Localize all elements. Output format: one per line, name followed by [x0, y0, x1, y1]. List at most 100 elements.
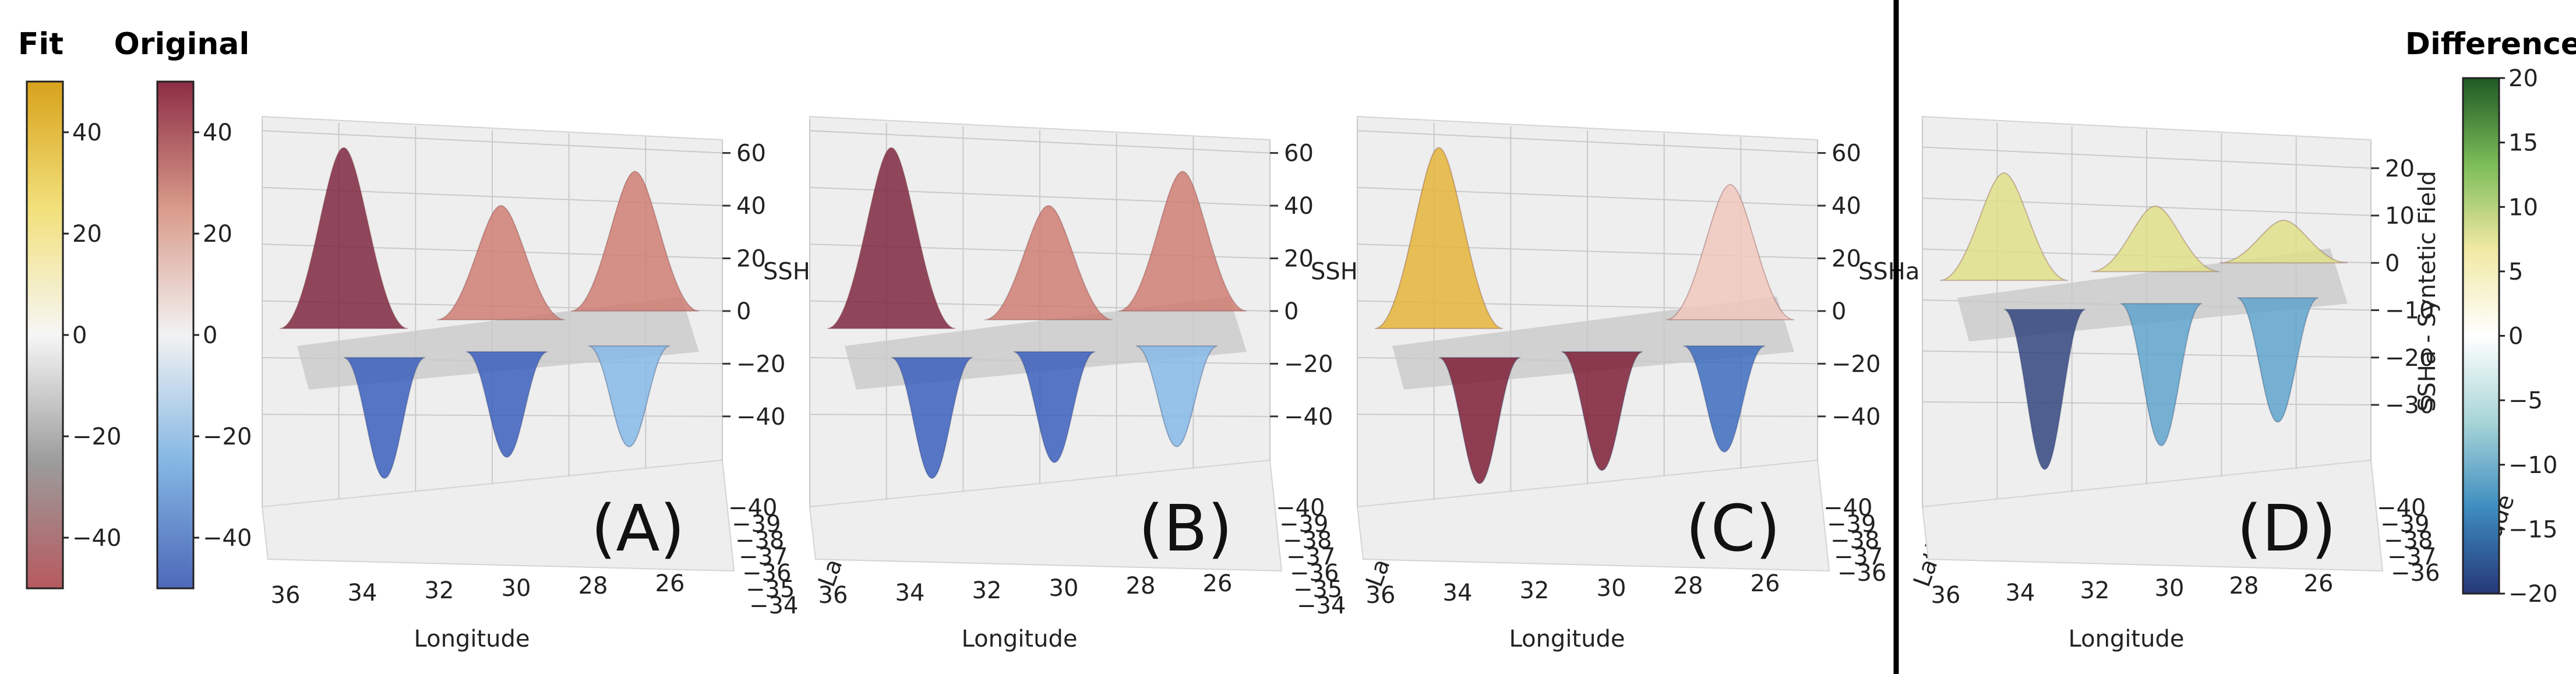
x-tick-label: 32: [1520, 577, 1550, 604]
colorbar-difference-ticks: 20 15 10 5 0 −5 −10 −15 −20: [2499, 65, 2557, 608]
surface-peak: [1665, 184, 1795, 320]
surface-trough: [343, 357, 426, 479]
z-tick-label: 10: [2385, 203, 2415, 230]
z-tick-label: 0: [2385, 250, 2399, 277]
surface-trough: [891, 357, 973, 479]
surface-trough: [1683, 345, 1766, 453]
z-tick-label: 20: [2385, 156, 2415, 182]
x-tick-label: 30: [1049, 575, 1079, 602]
x-tick-label: 34: [2006, 580, 2035, 606]
y-tick-label: −37: [1286, 544, 1335, 570]
y-tick-label: −40: [2377, 495, 2426, 521]
colorbar-original-bar: [156, 80, 195, 590]
x-tick-label: 36: [1931, 582, 1961, 609]
y-tick-label: −35: [746, 576, 795, 603]
colorbar-tick-label: 10: [2508, 194, 2538, 221]
y-tick-label: −38: [2384, 527, 2433, 554]
z-tick-label: 60: [736, 140, 766, 167]
surface-peak: [1939, 172, 2069, 281]
x-tick-label: 34: [1443, 580, 1473, 606]
x-tick-label: 34: [895, 580, 925, 606]
x-tick-label: 26: [1751, 570, 1780, 597]
x-axis-label: Longitude: [962, 626, 1078, 652]
z-tick-label: 0: [1284, 298, 1298, 325]
colorbar-tick-label: 40: [72, 119, 102, 146]
panel-c: 60 40 20 0 −20 −40 SSHa 36 34 32 30 28 26 Longitude −4…: [1356, 115, 1967, 652]
surface-trough: [1438, 357, 1521, 485]
z-tick-label: −10: [2385, 298, 2434, 324]
x-tick-label: 36: [818, 582, 848, 609]
y-tick-label: −39: [1827, 511, 1876, 538]
y-tick-label: −39: [1279, 511, 1328, 538]
surface-trough: [465, 351, 548, 458]
surface-peak: [827, 147, 956, 329]
y-tick-label: −34: [749, 592, 798, 619]
z-tick-label: 0: [736, 298, 751, 325]
z-axis-label: SSHa: [1858, 259, 1919, 285]
y-tick-label: −35: [1293, 576, 1342, 603]
x-tick-label: 28: [578, 573, 608, 599]
colorbar-original: Original 40 20 0 −20 −40: [114, 27, 252, 590]
colorbar-tick-label: 0: [203, 322, 217, 349]
y-tick-label: −40: [1276, 495, 1325, 521]
surface-peak: [2091, 205, 2220, 273]
y-tick-label: −40: [728, 495, 777, 521]
z-tick-label: −20: [1832, 351, 1880, 377]
surface-trough: [1013, 351, 1096, 463]
surface-trough: [1561, 351, 1643, 471]
colorbar-fit: Fit 40 20 0 −20 −40: [18, 27, 121, 590]
y-tick-label: −38: [1283, 527, 1332, 554]
colorbar-tick-label: 20: [203, 221, 232, 248]
colorbar-original-ticks: 40 20 0 −20 −40: [193, 119, 252, 552]
x-tick-label: 28: [2229, 573, 2259, 599]
z-tick-label: 20: [736, 245, 766, 272]
z-tick-label: −20: [2385, 345, 2434, 372]
surface-trough: [2120, 303, 2203, 447]
z-tick-label: 0: [1832, 298, 1846, 325]
colorbar-tick-label: 20: [72, 221, 102, 248]
y-tick-label: −40: [1823, 495, 1872, 521]
colorbar-tick-label: 20: [2508, 65, 2538, 92]
y-tick-label: −38: [1830, 527, 1879, 554]
x-tick-label: 36: [271, 582, 301, 609]
surface-trough: [2236, 297, 2319, 423]
z-tick-label: 40: [736, 193, 766, 220]
surface-peak: [436, 205, 566, 320]
colorbar-tick-label: −10: [2508, 452, 2557, 479]
x-tick-label: 32: [2080, 577, 2110, 604]
y-tick-label: −39: [2380, 511, 2429, 538]
y-tick-label: −36: [1837, 560, 1886, 587]
z-axis-label: SSHa - Syntetic Field: [2414, 171, 2441, 412]
colorbar-original-title: Original: [114, 27, 250, 62]
colorbar-tick-label: 5: [2508, 259, 2523, 285]
colorbar-tick-label: 0: [2508, 323, 2523, 350]
y-tick-label: −37: [2387, 544, 2436, 570]
y-tick-label: −36: [1290, 560, 1339, 587]
colorbar-tick-label: −15: [2508, 516, 2557, 543]
x-axis-label: Longitude: [414, 626, 530, 652]
colorbar-tick-label: −20: [2508, 581, 2557, 608]
surface-peak: [279, 147, 408, 329]
colorbar-tick-label: −20: [72, 424, 121, 450]
colorbar-fit-ticks: 40 20 0 −20 −40: [63, 119, 121, 552]
surface-peak: [1118, 171, 1247, 312]
colorbar-fit-title: Fit: [18, 27, 63, 62]
y-tick-label: −39: [732, 511, 781, 538]
x-tick-label: 28: [1126, 573, 1156, 599]
y-tick-label: −38: [735, 527, 784, 554]
colorbar-difference-title: Difference: [2405, 27, 2576, 62]
surface-peak: [984, 205, 1113, 320]
colorbar-tick-label: −40: [72, 525, 121, 552]
colorbar-fit-bar: [26, 80, 64, 590]
z-tick-label: −30: [2385, 392, 2434, 419]
z-tick-label: −40: [736, 404, 785, 430]
x-tick-label: 26: [1203, 570, 1233, 597]
z-tick-label: −20: [736, 351, 785, 377]
z-tick-label: 40: [1832, 193, 1861, 220]
surface-peak: [570, 171, 700, 312]
x-tick-label: 26: [655, 570, 685, 597]
z-tick-label: 20: [1832, 245, 1861, 272]
surface-trough: [2003, 309, 2086, 470]
